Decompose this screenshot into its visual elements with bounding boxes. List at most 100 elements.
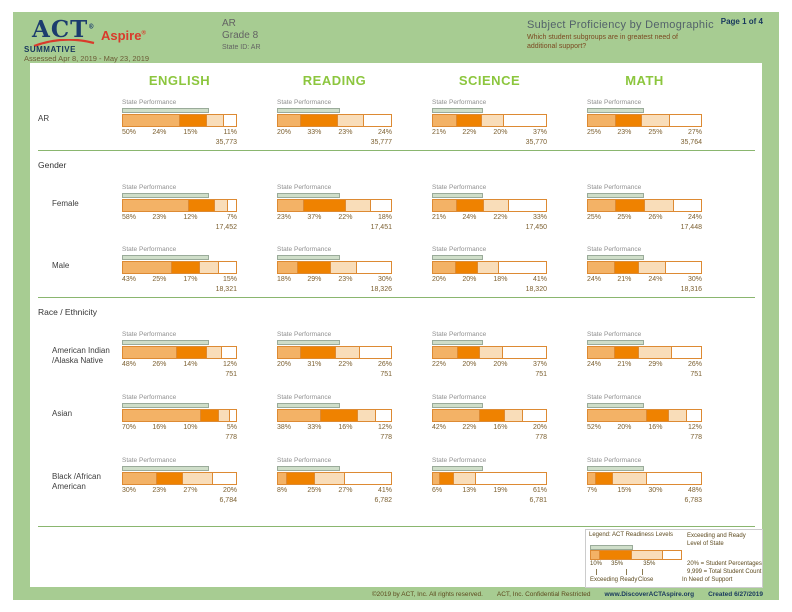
segment-percentages: 20% 33% 23% 24% bbox=[277, 129, 392, 138]
subject-cell-reading: State Performance 20% 31% 22% 26% 751 bbox=[277, 331, 392, 380]
bar-segment-close bbox=[219, 410, 231, 421]
segment-percentage: 61% bbox=[532, 487, 547, 494]
total-student-count: 18,316 bbox=[680, 286, 702, 293]
segment-percentage: 30% bbox=[687, 276, 702, 283]
bar-segment-close bbox=[480, 347, 504, 358]
state-performance-label: State Performance bbox=[122, 99, 177, 106]
segment-percentage: 29% bbox=[648, 361, 663, 368]
bar-segment-in-need-of-support bbox=[222, 347, 236, 358]
state-id-label: State ID: AR bbox=[222, 44, 261, 51]
segment-percentages: 24% 21% 29% 26% bbox=[587, 361, 702, 370]
bar-segment-close bbox=[206, 347, 223, 358]
subject-cell-english: State Performance 50% 24% 15% 11% 35,773 bbox=[122, 99, 237, 148]
segment-percentage: 33% bbox=[307, 129, 322, 136]
segment-percentages: 38% 33% 16% 12% bbox=[277, 424, 392, 433]
segment-percentage: 38% bbox=[277, 424, 292, 431]
readiness-stacked-bar bbox=[432, 472, 547, 485]
bar-segment-ready bbox=[616, 115, 643, 126]
segment-percentages: 42% 22% 16% 20% bbox=[432, 424, 547, 433]
readiness-stacked-bar bbox=[432, 199, 547, 212]
bar-segment-ready bbox=[179, 115, 207, 126]
readiness-stacked-bar bbox=[587, 114, 702, 127]
bar-segment-in-need-of-support bbox=[523, 410, 546, 421]
bar-segment-in-need-of-support bbox=[370, 200, 391, 211]
footer-copyright: ©2019 by ACT, Inc. All rights reserved. bbox=[371, 591, 483, 598]
bar-segment-exceeding bbox=[588, 200, 617, 211]
segment-percentage: 11% bbox=[223, 129, 238, 136]
report-body-panel: ENGLISH READING SCIENCE MATH AR State Perfor… bbox=[30, 63, 763, 588]
segment-percentage: 25% bbox=[307, 487, 322, 494]
state-ready-line bbox=[277, 340, 340, 345]
grade-label: Grade 8 bbox=[222, 30, 259, 41]
segment-percentage: 25% bbox=[152, 276, 167, 283]
total-student-count: 778 bbox=[225, 434, 237, 441]
segment-percentages: 8% 25% 27% 41% bbox=[277, 487, 392, 496]
segment-percentages: 21% 24% 22% 33% bbox=[432, 214, 547, 223]
bar-segment-in-need-of-support bbox=[498, 262, 545, 273]
bar-segment-ready bbox=[320, 410, 359, 421]
bar-segment-close bbox=[483, 200, 509, 211]
subject-cell-science: State Performance 42% 22% 16% 20% 778 bbox=[432, 394, 547, 443]
bar-segment-ready bbox=[171, 262, 200, 273]
readiness-stacked-bar bbox=[122, 472, 237, 485]
segment-percentage: 21% bbox=[617, 276, 632, 283]
segment-percentages: 25% 25% 26% 24% bbox=[587, 214, 702, 223]
legend-state-note: Exceeding and Ready Level of State bbox=[687, 533, 746, 547]
bar-segment-close bbox=[638, 262, 666, 273]
total-student-count: 6,782 bbox=[374, 497, 392, 504]
bar-segment-ready bbox=[300, 347, 336, 358]
state-ready-line bbox=[277, 466, 340, 471]
readiness-stacked-bar bbox=[587, 472, 702, 485]
state-ready-line bbox=[122, 466, 210, 471]
demographic-row-american-indian-alaska-native: American Indian /Alaska Native State Perf… bbox=[30, 331, 762, 380]
total-student-count: 778 bbox=[380, 434, 392, 441]
report-title: Subject Proficiency by Demographic bbox=[527, 19, 714, 31]
subject-cell-english: State Performance 43% 25% 17% 15% 18,321 bbox=[122, 246, 237, 295]
bar-segment-in-need-of-support bbox=[665, 262, 700, 273]
total-student-count: 17,448 bbox=[680, 224, 702, 231]
bar-segment-close bbox=[669, 410, 688, 421]
state-ready-line bbox=[277, 403, 340, 408]
segment-percentages: 20% 31% 22% 26% bbox=[277, 361, 392, 370]
bar-segment-exceeding bbox=[433, 347, 458, 358]
segment-percentage: 23% bbox=[338, 276, 353, 283]
segment-percentage: 33% bbox=[307, 424, 322, 431]
readiness-stacked-bar bbox=[277, 346, 392, 359]
bar-segment-close bbox=[358, 410, 377, 421]
state-performance-label: State Performance bbox=[432, 184, 487, 191]
total-student-count: 17,452 bbox=[215, 224, 237, 231]
state-performance-label: State Performance bbox=[277, 99, 332, 106]
segment-percentage: 52% bbox=[587, 424, 602, 431]
segment-percentage: 23% bbox=[617, 129, 632, 136]
bar-segment-exceeding bbox=[278, 115, 301, 126]
segment-percentage: 30% bbox=[648, 487, 663, 494]
subject-header-math: MATH bbox=[625, 73, 664, 88]
organization-name: AR bbox=[222, 18, 236, 29]
segment-percentage: 6% bbox=[432, 487, 443, 494]
bar-segment-in-need-of-support bbox=[646, 473, 701, 484]
segment-percentage: 26% bbox=[377, 361, 392, 368]
state-performance-label: State Performance bbox=[122, 246, 177, 253]
total-student-count: 35,773 bbox=[215, 139, 237, 146]
state-performance-label: State Performance bbox=[587, 331, 642, 338]
bar-segment-in-need-of-support bbox=[673, 200, 701, 211]
segment-percentage: 24% bbox=[587, 276, 602, 283]
state-performance-label: State Performance bbox=[432, 246, 487, 253]
state-performance-label: State Performance bbox=[587, 394, 642, 401]
segment-percentage: 22% bbox=[462, 129, 477, 136]
bar-segment-in-need-of-support bbox=[376, 410, 390, 421]
footer: ©2019 by ACT, Inc. All rights reserved. … bbox=[372, 591, 763, 598]
segment-percentage: 24% bbox=[462, 214, 477, 221]
subject-cell-math: State Performance 24% 21% 29% 26% 751 bbox=[587, 331, 702, 380]
legend-sample-bar bbox=[590, 550, 682, 560]
segment-percentages: 50% 24% 15% 11% bbox=[122, 129, 237, 138]
bar-segment-exceeding bbox=[123, 347, 178, 358]
demographic-row-female: Female State Performance 58% 23% 12% 7% 17,452… bbox=[30, 184, 762, 233]
segment-percentage: 12% bbox=[222, 361, 237, 368]
state-performance-label: State Performance bbox=[277, 331, 332, 338]
state-ready-line bbox=[587, 403, 645, 408]
bar-segment-in-need-of-support bbox=[219, 262, 236, 273]
subject-cell-reading: State Performance 8% 25% 27% 41% 6,782 bbox=[277, 457, 392, 506]
legend-segment-exceeding bbox=[591, 551, 600, 559]
segment-percentage: 42% bbox=[432, 424, 447, 431]
